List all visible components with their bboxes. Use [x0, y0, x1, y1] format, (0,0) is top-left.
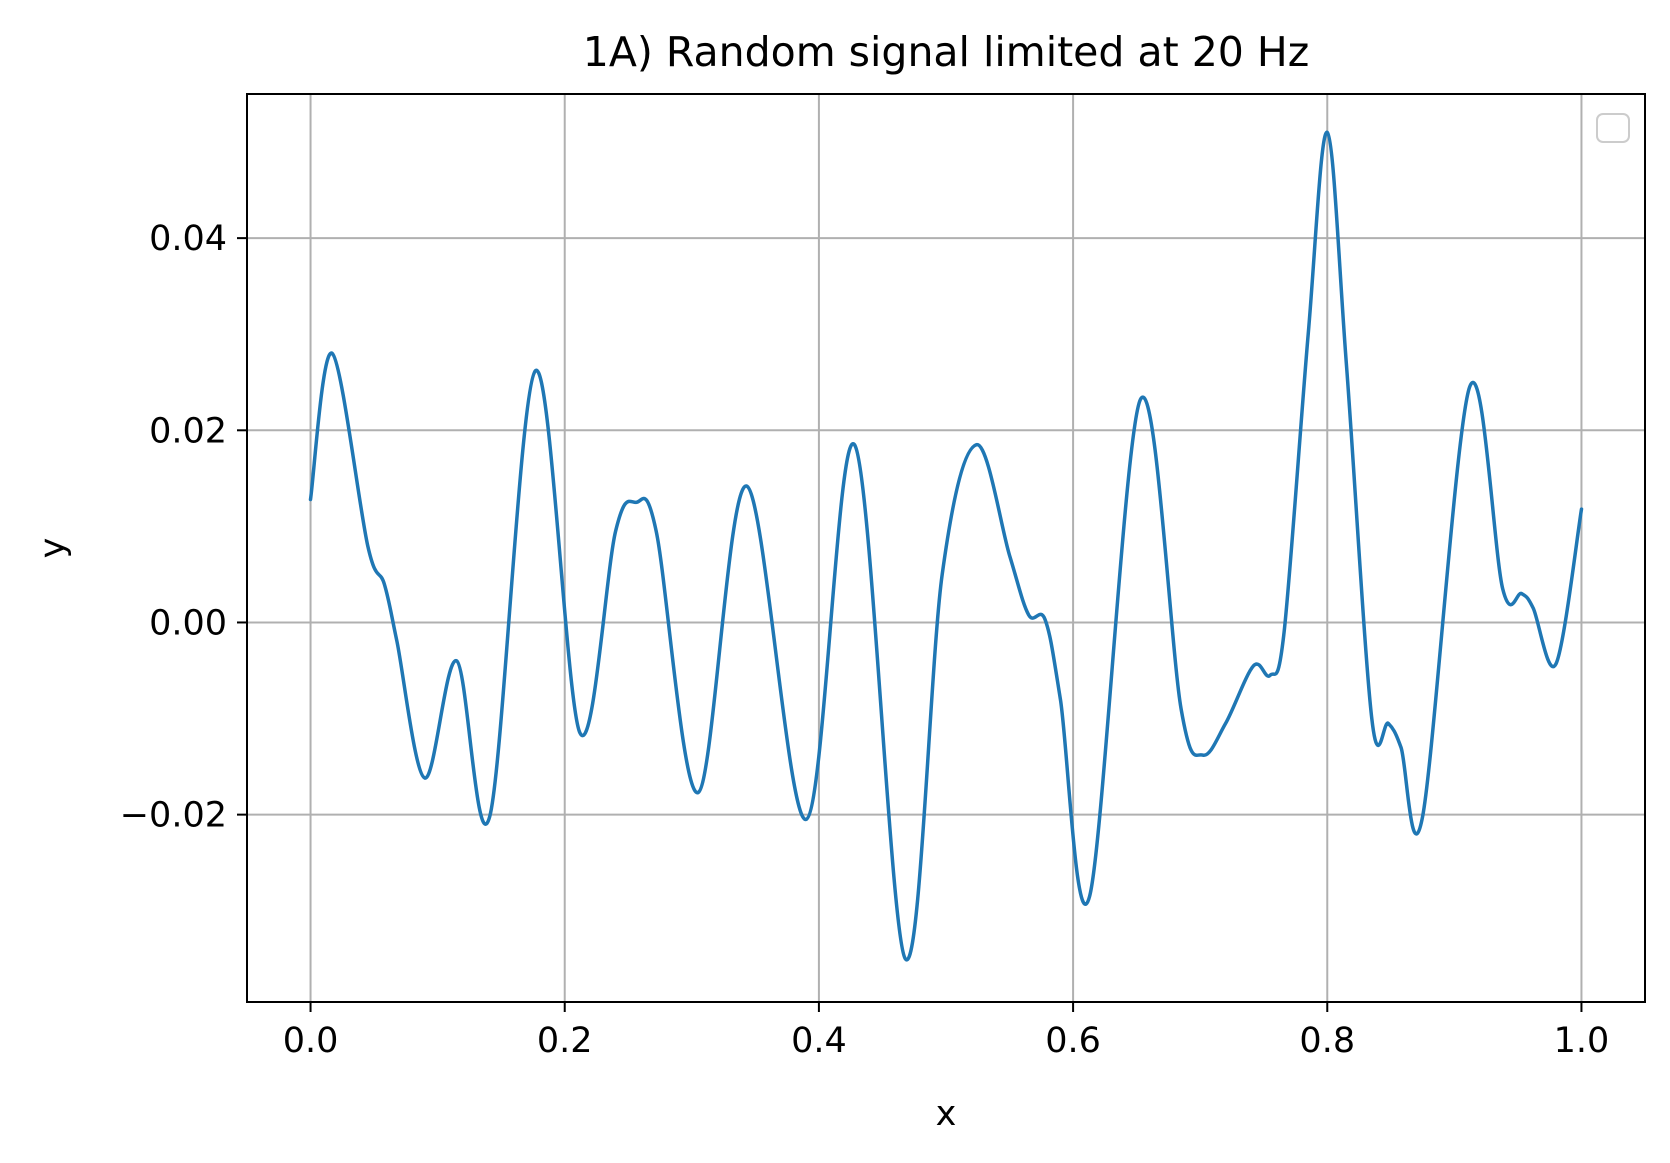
- series-layer: [308, 130, 1584, 962]
- chart-title: 1A) Random signal limited at 20 Hz: [583, 28, 1310, 76]
- x-tick-labels: 0.0 0.2 0.4 0.6 0.8 1.0: [283, 1021, 1610, 1061]
- x-tick-label: 1.0: [1554, 1021, 1610, 1061]
- plot-area-frame: [246, 93, 1646, 1003]
- y-tick-label: −0.02: [120, 796, 227, 836]
- y-tick-label: 0.02: [149, 411, 227, 451]
- x-tick-label: 0.6: [1045, 1021, 1101, 1061]
- x-axis-label: x: [936, 1094, 957, 1134]
- y-axis-label: y: [33, 538, 73, 559]
- x-tick-label: 0.8: [1299, 1021, 1355, 1061]
- x-tick-label: 0.2: [537, 1021, 593, 1061]
- y-tick-label: 0.04: [149, 219, 227, 259]
- x-tick-label: 0.0: [283, 1021, 339, 1061]
- signal-line: [308, 130, 1584, 962]
- x-tick-label: 0.4: [791, 1021, 847, 1061]
- legend-box: [1596, 113, 1630, 143]
- tick-marks: [237, 237, 1583, 1012]
- y-tick-label: 0.00: [149, 603, 227, 643]
- y-tick-labels: −0.02 0.00 0.02 0.04: [120, 219, 227, 836]
